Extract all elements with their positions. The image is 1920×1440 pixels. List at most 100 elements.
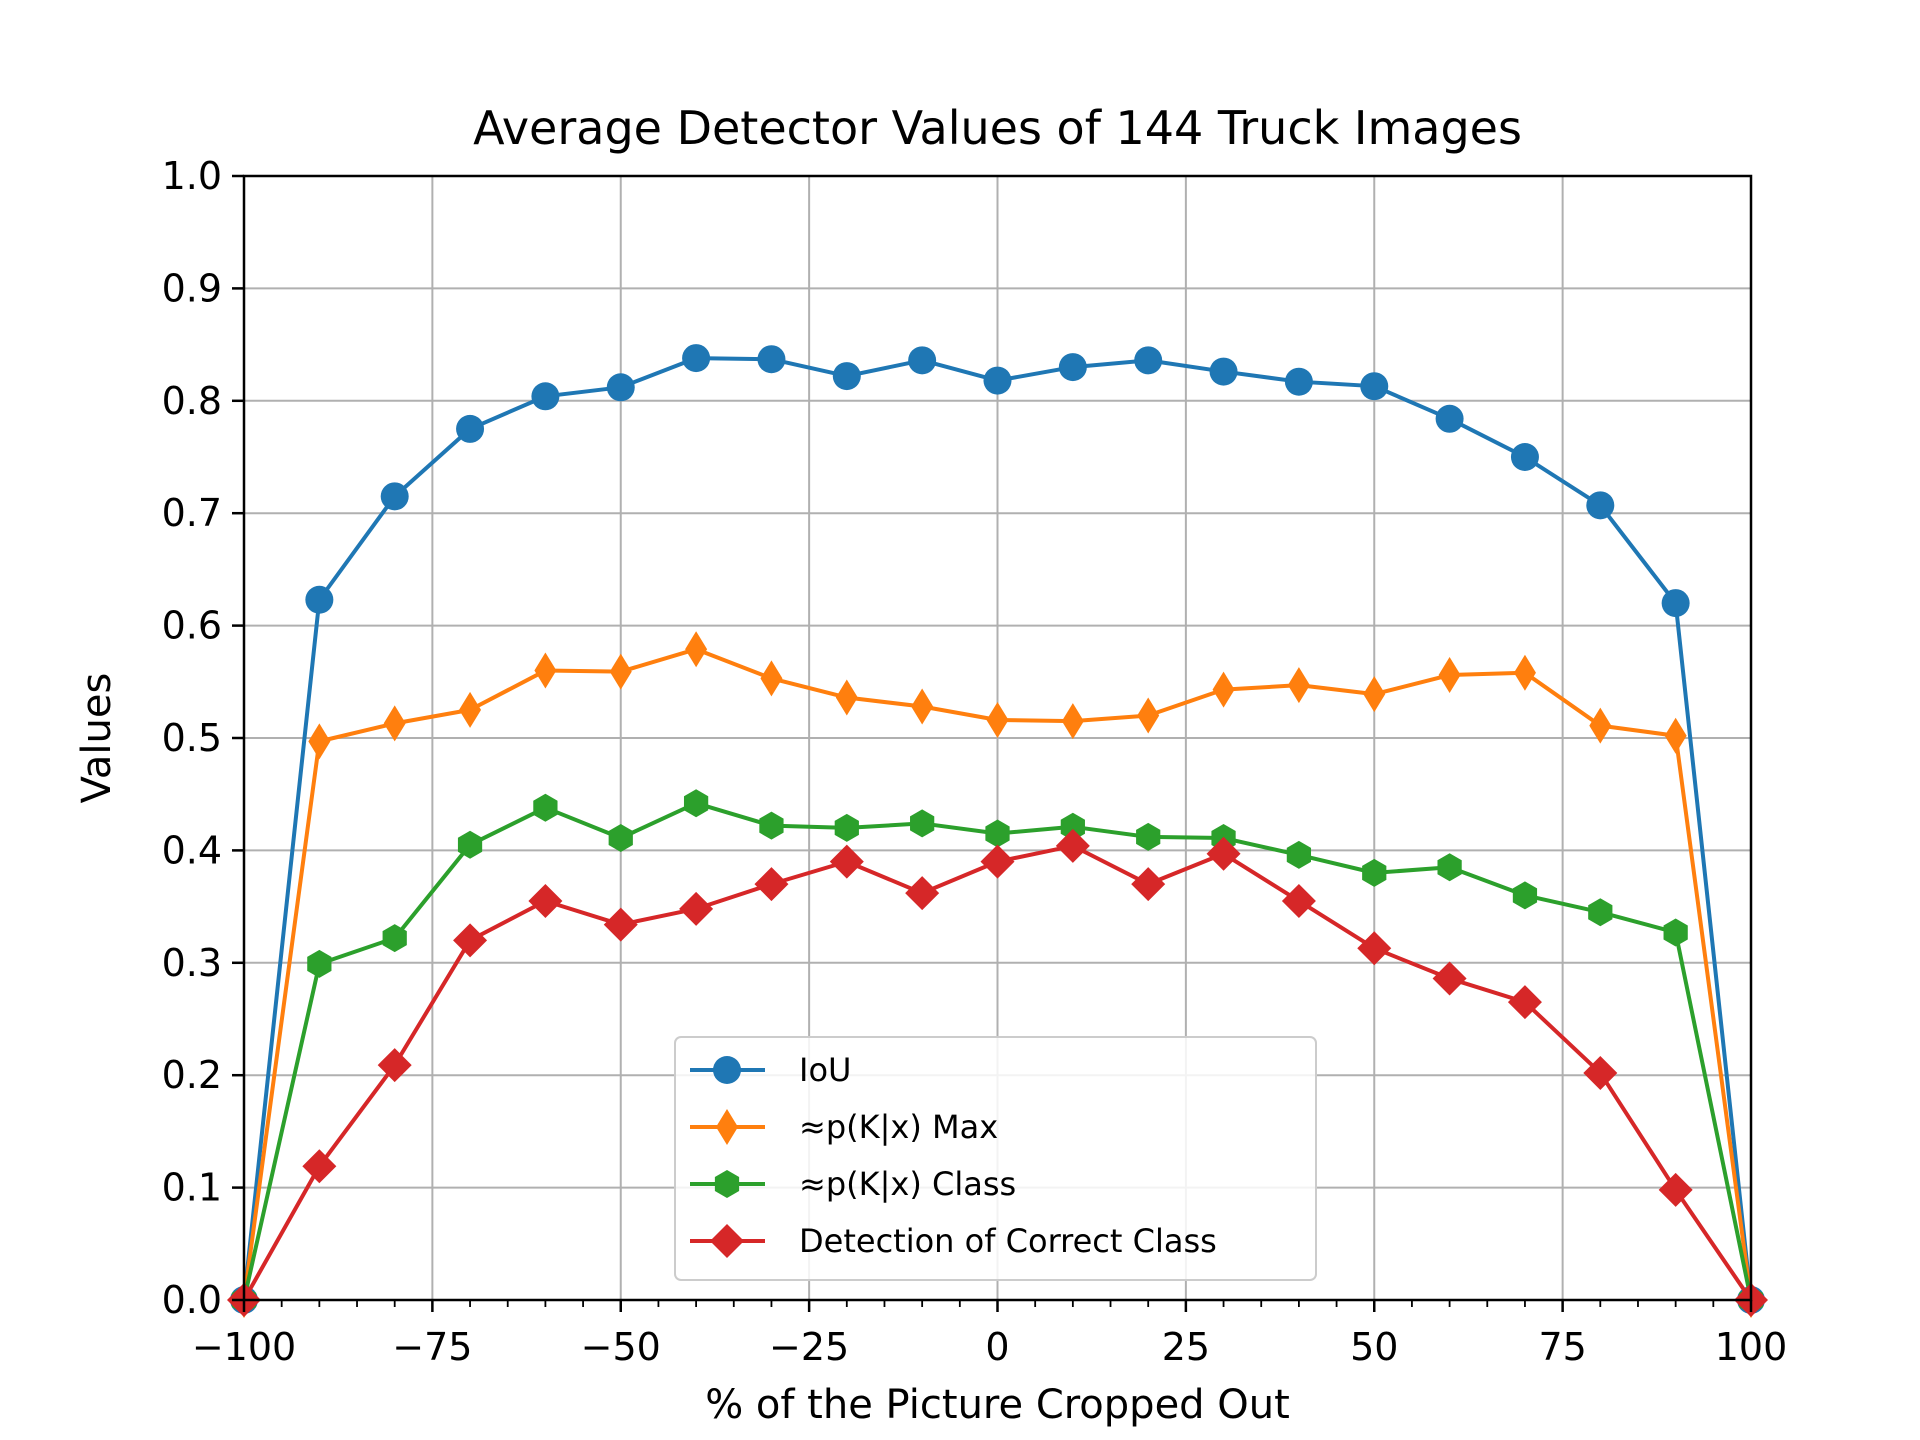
x-tick-label: −25 [769,1325,849,1369]
data-point [905,876,940,911]
data-point [759,811,784,840]
data-point [834,813,859,842]
legend-label: ≈p(K|x) Max [799,1108,998,1146]
data-point [308,723,331,760]
data-point [377,1048,412,1083]
data-point [835,679,858,716]
data-point [609,653,632,690]
y-tick-label: 0.2 [162,1053,222,1097]
data-point [383,705,406,742]
y-tick-label: 0.3 [162,941,222,985]
data-point [1360,372,1389,401]
data-point [754,867,789,902]
data-point [683,789,709,818]
data-point [1507,985,1542,1020]
legend-marker [710,1224,744,1258]
data-point [1661,589,1690,618]
data-point [1206,836,1241,871]
legend-marker [714,1170,740,1198]
legend-marker [716,1109,738,1145]
data-point [456,414,485,443]
legend-entry: Detection of Correct Class [690,1222,1217,1260]
data-point [832,362,861,391]
data-point [1136,822,1161,851]
data-point [685,631,708,668]
y-tick-label: 1.0 [162,154,222,198]
data-point [1058,353,1087,382]
y-tick-label: 0.4 [162,828,222,872]
legend: IoU ≈p(K|x) Max ≈p(K|x) Class Detection of … [674,1036,1317,1281]
data-point [980,844,1015,879]
data-point [606,373,635,402]
data-point [1061,703,1084,740]
data-point [1055,828,1090,863]
data-point [910,809,935,838]
data-point [983,366,1012,395]
legend-box [674,1036,1317,1281]
x-tick-label: 0 [985,1325,1009,1369]
data-point [528,883,563,918]
data-point [1137,697,1160,734]
data-point [603,907,638,942]
data-point [1513,654,1536,691]
data-point [986,702,1009,739]
y-tick-label: 0.9 [162,266,222,310]
legend-label: IoU [799,1051,851,1089]
x-tick-label: −75 [392,1325,472,1369]
data-point [1583,1055,1618,1090]
data-point [1281,883,1316,918]
axis-ticks: −100 −75 −50 −25 0 25 50 75 100 0.0 0.1 0.2 0.3 0.4 0.… [162,154,1788,1369]
data-point [1209,357,1238,386]
data-point [908,346,937,375]
data-point [1589,707,1612,744]
data-point [1362,858,1387,887]
legend-entry: IoU [690,1051,851,1089]
data-point [1131,867,1166,902]
legend-label: Detection of Correct Class [799,1222,1217,1260]
x-tick-label: 25 [1162,1325,1210,1369]
legend-entry: ≈p(K|x) Class [690,1165,1016,1203]
y-tick-label: 0.7 [162,491,222,535]
series-3 [227,828,1768,1317]
data-point [1510,443,1539,471]
data-point [380,482,409,511]
data-point [1663,918,1688,947]
data-point [382,924,407,953]
data-point [1437,853,1462,882]
data-point [1432,961,1467,996]
data-point [1357,931,1392,966]
legend-label: ≈p(K|x) Class [799,1165,1016,1203]
data-point [531,382,560,411]
x-tick-label: −50 [581,1325,661,1369]
x-axis-title: % of the Picture Cropped Out [705,1382,1290,1428]
data-point [682,344,711,373]
data-point [1060,812,1085,841]
y-tick-label: 0.8 [162,379,222,423]
data-point [1586,491,1615,520]
data-point [911,688,934,725]
x-tick-label: −100 [192,1325,296,1369]
data-point [305,585,334,614]
x-tick-label: 50 [1350,1325,1398,1369]
y-tick-label: 0.6 [162,604,222,648]
data-point [457,830,483,859]
data-point [608,824,633,853]
data-point [534,652,557,689]
data-point [1286,840,1312,869]
series-lines [227,344,1768,1318]
data-point [829,844,864,879]
data-point [533,793,558,822]
data-point [1438,657,1461,694]
y-tick-label: 0.5 [162,716,222,760]
y-axis-title: Values [74,673,120,804]
data-point [679,891,714,926]
data-point [1363,676,1386,713]
data-point [1658,1172,1693,1207]
x-tick-label: 100 [1715,1325,1788,1369]
chart-title: Average Detector Values of 144 Truck Ima… [473,101,1522,155]
y-tick-label: 0.1 [162,1166,222,1210]
data-point [1287,667,1310,704]
legend-entry: ≈p(K|x) Max [690,1108,998,1146]
data-point [1435,404,1464,433]
